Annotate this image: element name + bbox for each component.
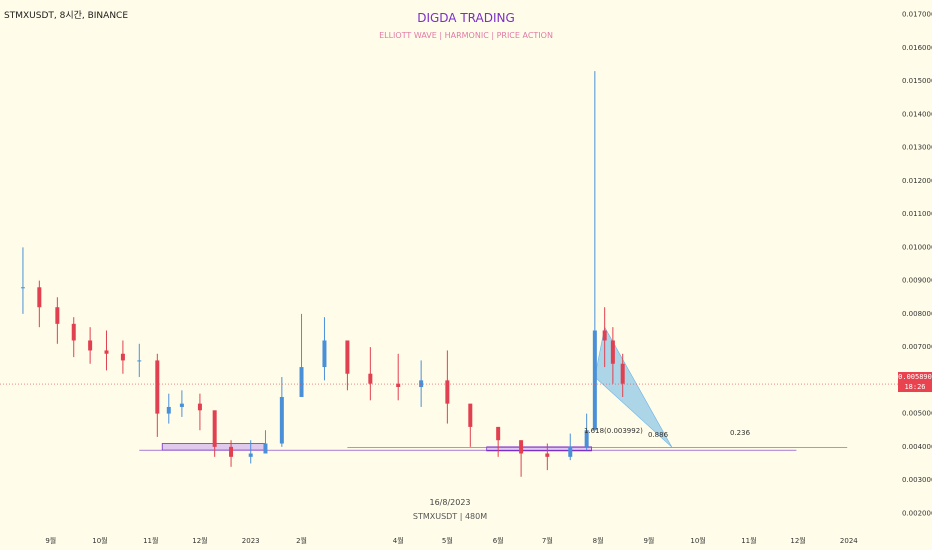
candle-body xyxy=(229,446,234,457)
candles xyxy=(20,71,625,477)
candle-body xyxy=(20,287,25,289)
candle-body xyxy=(620,363,625,384)
fib-0886-label: 0.886 xyxy=(648,431,669,439)
candle-body xyxy=(568,446,573,457)
x-tick-label: 12월 xyxy=(790,536,805,545)
candle-body xyxy=(55,307,60,324)
x-tick-label: 11월 xyxy=(143,536,158,545)
x-tick-label: 11월 xyxy=(741,536,756,545)
candle-body xyxy=(279,396,284,444)
candle-body xyxy=(602,330,607,341)
x-tick-label: 8월 xyxy=(593,536,604,545)
candle-body xyxy=(197,403,202,411)
x-tick-label: 4월 xyxy=(393,536,404,545)
bar-timer: 18:26 xyxy=(904,383,926,391)
brand-tagline: ELLIOTT WAVE | HARMONIC | PRICE ACTION xyxy=(379,31,553,40)
x-tick-label: 9월 xyxy=(45,536,56,545)
candle-body xyxy=(592,330,597,431)
candle-body xyxy=(545,453,550,457)
candle-body xyxy=(212,410,217,447)
candle-body xyxy=(104,350,109,354)
candle-body xyxy=(419,380,424,388)
current-price-value: 0.005890 xyxy=(898,373,932,381)
y-tick-label: 0.002000 xyxy=(902,509,932,517)
x-tick-label: 5월 xyxy=(442,536,453,545)
candle-body xyxy=(468,403,473,427)
watermark: STMXUSDT | 480M xyxy=(412,512,488,521)
current-price-tag: 0.005890 18:26 xyxy=(898,372,932,392)
candle-body xyxy=(496,426,501,441)
support-zones xyxy=(139,443,848,452)
brand-title: DIGDA TRADING xyxy=(417,11,515,25)
candle-body xyxy=(88,340,93,351)
fib-0236-label: 0.236 xyxy=(730,429,751,437)
x-tick-label: 2023 xyxy=(242,537,260,545)
candle-body xyxy=(322,340,327,368)
candle-body xyxy=(610,340,615,364)
fib-1618-label: 1.618(0.003992) xyxy=(584,427,643,435)
candle-body xyxy=(519,440,524,454)
candle-body xyxy=(137,360,142,362)
x-tick-label: 7월 xyxy=(542,536,553,545)
candle-body xyxy=(345,340,350,374)
candle-body xyxy=(584,430,589,447)
candle-body xyxy=(368,373,373,384)
symbol-title: STMXUSDT, 8시간, BINANCE xyxy=(4,11,129,21)
x-tick-label: 6월 xyxy=(493,536,504,545)
x-tick-label: 9월 xyxy=(643,536,654,545)
x-tick-label: 2024 xyxy=(840,537,858,545)
candle-body xyxy=(71,323,76,341)
x-tick-label: 2월 xyxy=(296,536,307,545)
candle-body xyxy=(166,406,171,414)
x-tick-label: 10월 xyxy=(92,536,107,545)
candle-body xyxy=(396,383,401,388)
date-label: 16/8/2023 xyxy=(429,498,471,507)
candle-body xyxy=(155,360,160,414)
support-zone xyxy=(486,446,592,452)
candle-body xyxy=(299,367,304,397)
candle-body xyxy=(37,287,42,308)
candle-body xyxy=(120,353,125,361)
x-tick-label: 10월 xyxy=(690,536,705,545)
candle-body xyxy=(179,403,184,407)
candle-body xyxy=(445,380,450,404)
candle-body xyxy=(248,453,253,457)
x-axis: 9월 10월 11월 12월 2023 2월 4월 5월 6월 7월 8월 9월 10월 11월 12월 20… xyxy=(45,536,858,545)
candle-body xyxy=(263,443,268,454)
x-tick-label: 12월 xyxy=(192,536,207,545)
